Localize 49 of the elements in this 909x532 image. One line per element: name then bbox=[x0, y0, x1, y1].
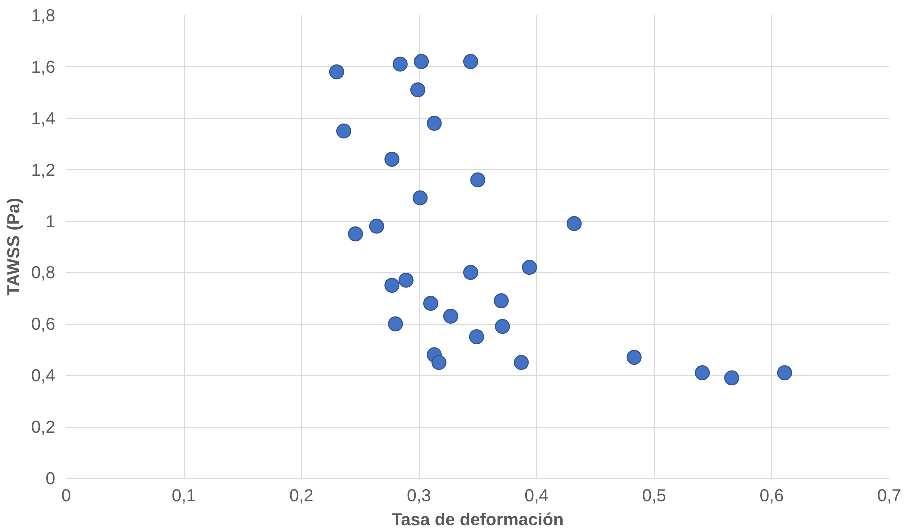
point bbox=[443, 308, 458, 324]
point bbox=[398, 272, 414, 288]
x-tick-label: 0,7 bbox=[877, 486, 902, 506]
point bbox=[348, 226, 364, 242]
point bbox=[414, 54, 430, 70]
point bbox=[392, 56, 408, 72]
point bbox=[423, 296, 438, 312]
point bbox=[463, 265, 478, 280]
x-tick-label: 0,6 bbox=[760, 486, 784, 506]
point bbox=[695, 366, 710, 381]
x-tick-label: 0,4 bbox=[524, 486, 550, 506]
y-axis-title: TAWSS (Pa) bbox=[3, 198, 24, 296]
point bbox=[626, 350, 642, 366]
point bbox=[724, 370, 740, 386]
point bbox=[369, 218, 384, 234]
y-tick-label: 0,2 bbox=[31, 417, 56, 438]
point bbox=[432, 355, 447, 370]
point bbox=[388, 316, 404, 332]
point bbox=[469, 330, 484, 345]
y-tick-label: 1 bbox=[46, 211, 56, 232]
point bbox=[566, 216, 582, 232]
y-tick-label: 0,8 bbox=[31, 262, 56, 283]
point bbox=[470, 172, 486, 188]
point bbox=[336, 124, 352, 139]
point bbox=[514, 355, 529, 370]
x-tick-label: 0 bbox=[62, 486, 72, 506]
point bbox=[329, 64, 344, 80]
y-tick-label: 1,4 bbox=[31, 108, 56, 128]
y-tick-label: 1,2 bbox=[31, 160, 56, 180]
x-axis-title: Tasa de deformación bbox=[392, 510, 564, 530]
point bbox=[522, 260, 538, 276]
y-tick-label: 1,6 bbox=[31, 56, 56, 77]
point bbox=[384, 152, 400, 168]
point bbox=[427, 116, 442, 132]
point bbox=[412, 190, 428, 206]
y-tick-label: 0,4 bbox=[31, 366, 56, 386]
x-tick-label: 0,2 bbox=[290, 486, 314, 506]
point bbox=[495, 319, 510, 334]
x-tick-label: 0,3 bbox=[407, 486, 432, 506]
x-tick-label: 0,5 bbox=[642, 486, 666, 506]
y-tick-label: 1,8 bbox=[31, 6, 56, 26]
point bbox=[463, 54, 478, 70]
point bbox=[494, 294, 510, 309]
point bbox=[384, 278, 400, 294]
point bbox=[777, 366, 792, 381]
point bbox=[410, 82, 426, 98]
x-tick-label: 0,1 bbox=[172, 486, 196, 506]
y-tick-label: 0 bbox=[46, 468, 56, 488]
y-tick-label: 0,6 bbox=[31, 314, 56, 334]
